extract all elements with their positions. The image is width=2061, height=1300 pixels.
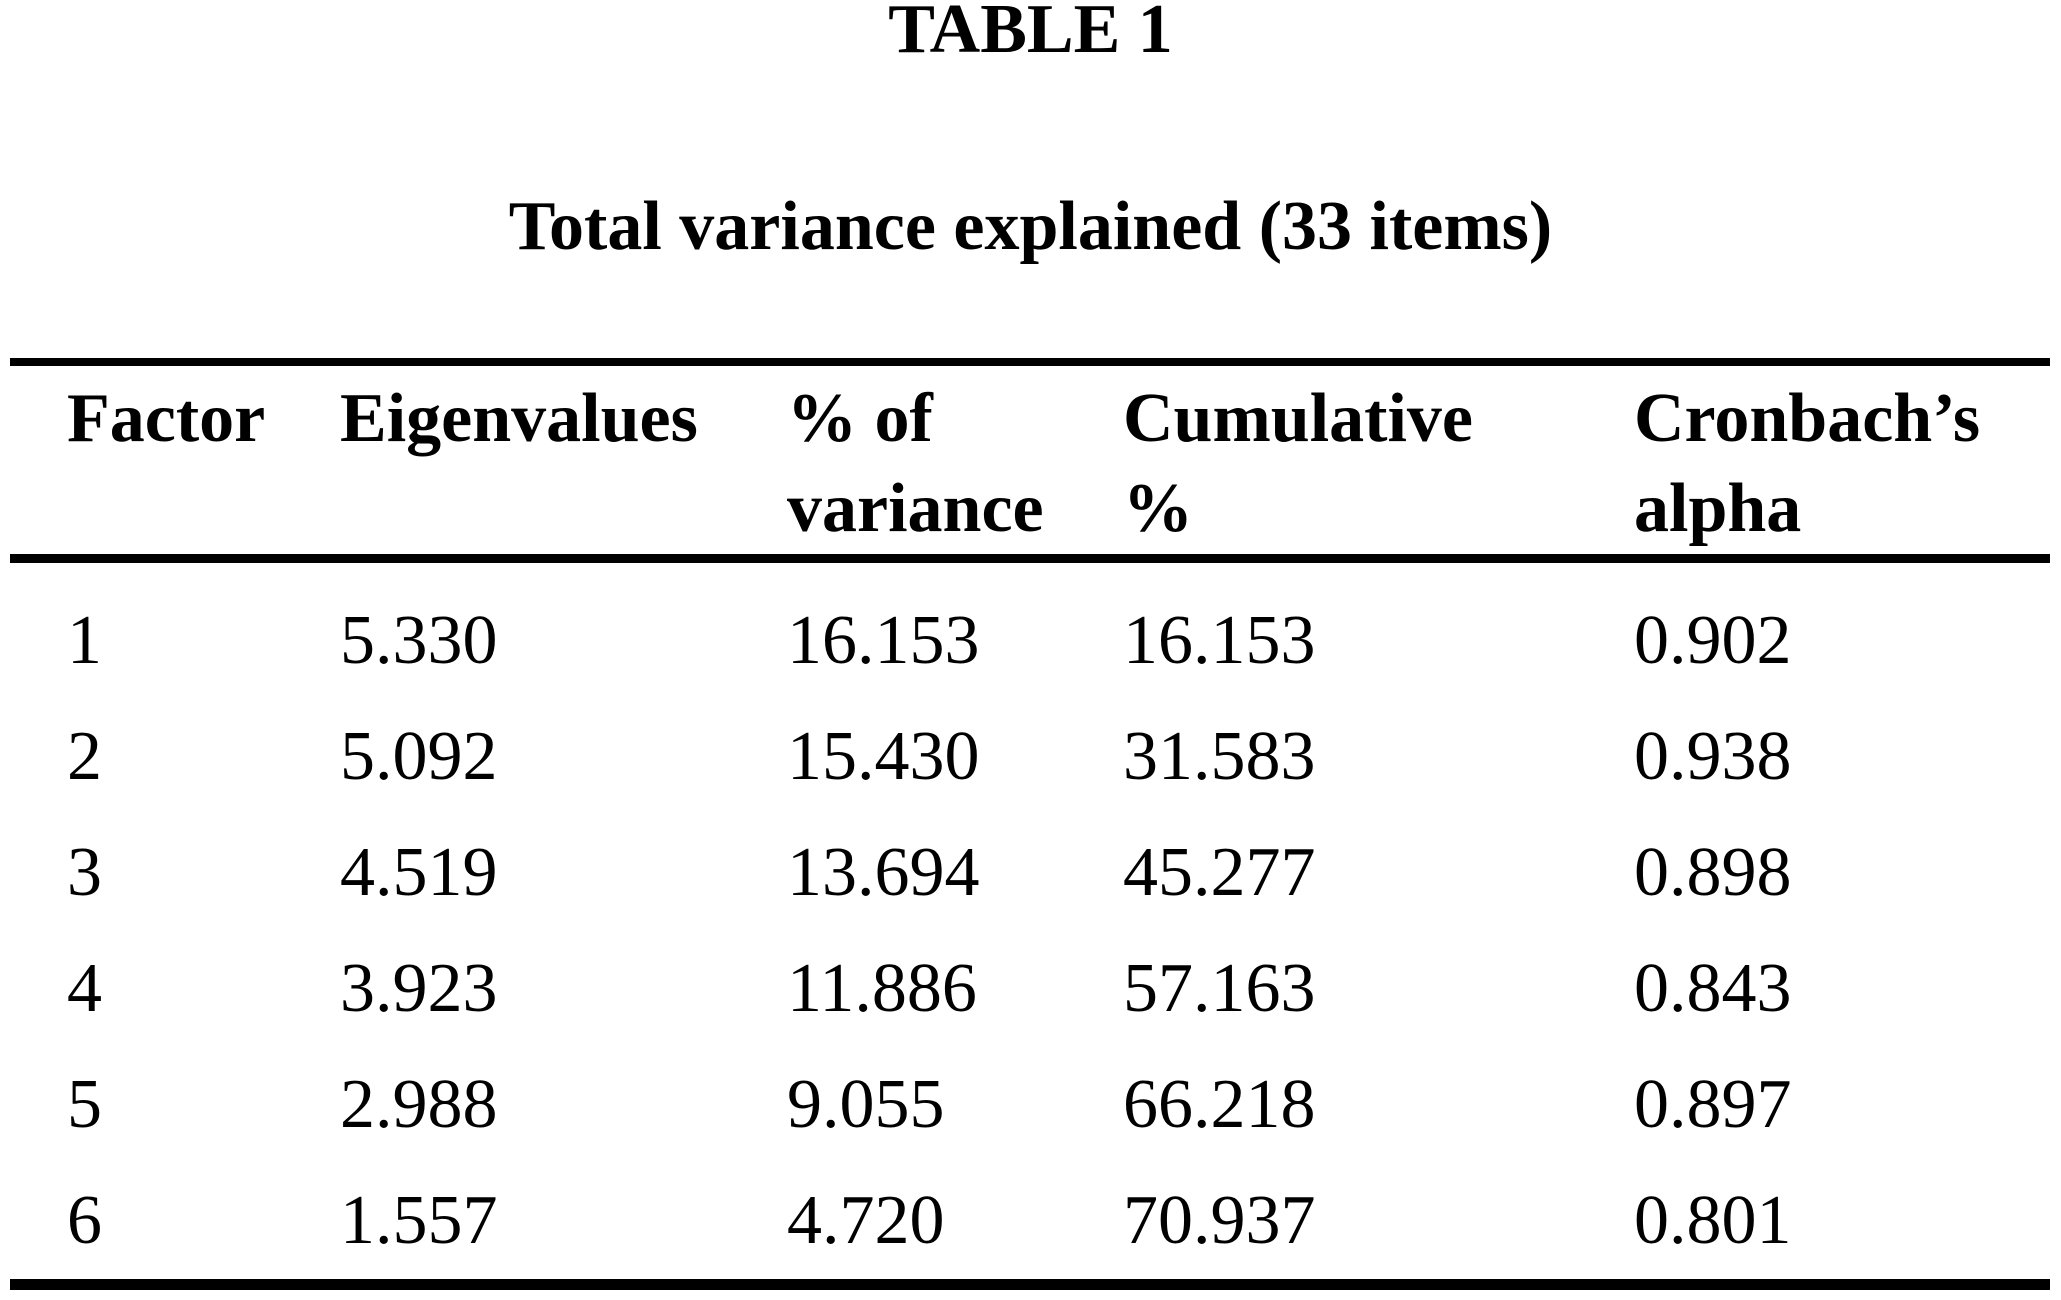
column-header-pct-of-variance: % of variance: [787, 362, 1123, 563]
cell-pct-variance: 16.153: [787, 602, 980, 679]
table-caption: Total variance explained (33 items): [508, 188, 1553, 265]
table-body: 1 5.330 16.153 16.153 0.902 2 5.092 15.4…: [10, 559, 2050, 1285]
header-text: alpha: [1634, 470, 1802, 547]
header-text: Cumulative: [1123, 380, 1473, 457]
cell-cumulative-pct: 45.277: [1123, 834, 1316, 911]
table-header: Factor Eigenvalues % of variance Cumulat…: [10, 362, 2050, 563]
cell-pct-variance: 15.430: [787, 718, 980, 795]
cell-pct-variance: 13.694: [787, 834, 980, 911]
cell-cronbach-alpha: 0.897: [1634, 1066, 1792, 1143]
cell-cronbach-alpha: 0.902: [1634, 602, 1792, 679]
header-text: [67, 464, 340, 554]
cell-cronbach-alpha: 0.843: [1634, 950, 1792, 1027]
cell-cronbach-alpha: 0.938: [1634, 718, 1792, 795]
variance-table: Factor Eigenvalues % of variance Cumulat…: [10, 358, 2050, 1290]
cell-eigenvalue: 2.988: [340, 1066, 498, 1143]
cell-cumulative-pct: 57.163: [1123, 950, 1316, 1027]
table-row: 3 4.519 13.694 45.277 0.898: [10, 815, 2050, 931]
table-row: 5 2.988 9.055 66.218 0.897: [10, 1047, 2050, 1163]
header-text: %: [1123, 470, 1193, 547]
cell-eigenvalue: 4.519: [340, 834, 498, 911]
header-text: variance: [787, 470, 1044, 547]
cell-pct-variance: 9.055: [787, 1066, 945, 1143]
header-text: [340, 464, 787, 554]
cell-pct-variance: 11.886: [787, 950, 977, 1027]
cell-eigenvalue: 5.330: [340, 602, 498, 679]
cell-factor: 6: [67, 1182, 102, 1259]
cell-eigenvalue: 5.092: [340, 718, 498, 795]
cell-factor: 3: [67, 834, 102, 911]
column-header-factor: Factor: [10, 362, 340, 563]
cell-pct-variance: 4.720: [787, 1182, 945, 1259]
cell-cumulative-pct: 70.937: [1123, 1182, 1316, 1259]
table-row: 6 1.557 4.720 70.937 0.801: [10, 1163, 2050, 1285]
cell-factor: 1: [67, 602, 102, 679]
column-header-cronbachs-alpha: Cronbach’s alpha: [1634, 362, 2050, 563]
column-header-cumulative-pct: Cumulative %: [1123, 362, 1634, 563]
table-label: TABLE 1: [888, 0, 1173, 68]
table-row: 1 5.330 16.153 16.153 0.902: [10, 559, 2050, 700]
cell-factor: 4: [67, 950, 102, 1027]
cell-factor: 5: [67, 1066, 102, 1143]
table-row: 2 5.092 15.430 31.583 0.938: [10, 699, 2050, 815]
cell-cronbach-alpha: 0.801: [1634, 1182, 1792, 1259]
cell-cumulative-pct: 66.218: [1123, 1066, 1316, 1143]
cell-eigenvalue: 3.923: [340, 950, 498, 1027]
cell-cronbach-alpha: 0.898: [1634, 834, 1792, 911]
cell-cumulative-pct: 31.583: [1123, 718, 1316, 795]
header-row: Factor Eigenvalues % of variance Cumulat…: [10, 362, 2050, 563]
cell-factor: 2: [67, 718, 102, 795]
header-text: Cronbach’s: [1634, 380, 1981, 457]
header-text: Eigenvalues: [340, 380, 698, 457]
header-text: % of: [787, 380, 933, 457]
table-row: 4 3.923 11.886 57.163 0.843: [10, 931, 2050, 1047]
cell-eigenvalue: 1.557: [340, 1182, 498, 1259]
header-text: Factor: [67, 380, 266, 457]
column-header-eigenvalues: Eigenvalues: [340, 362, 787, 563]
cell-cumulative-pct: 16.153: [1123, 602, 1316, 679]
